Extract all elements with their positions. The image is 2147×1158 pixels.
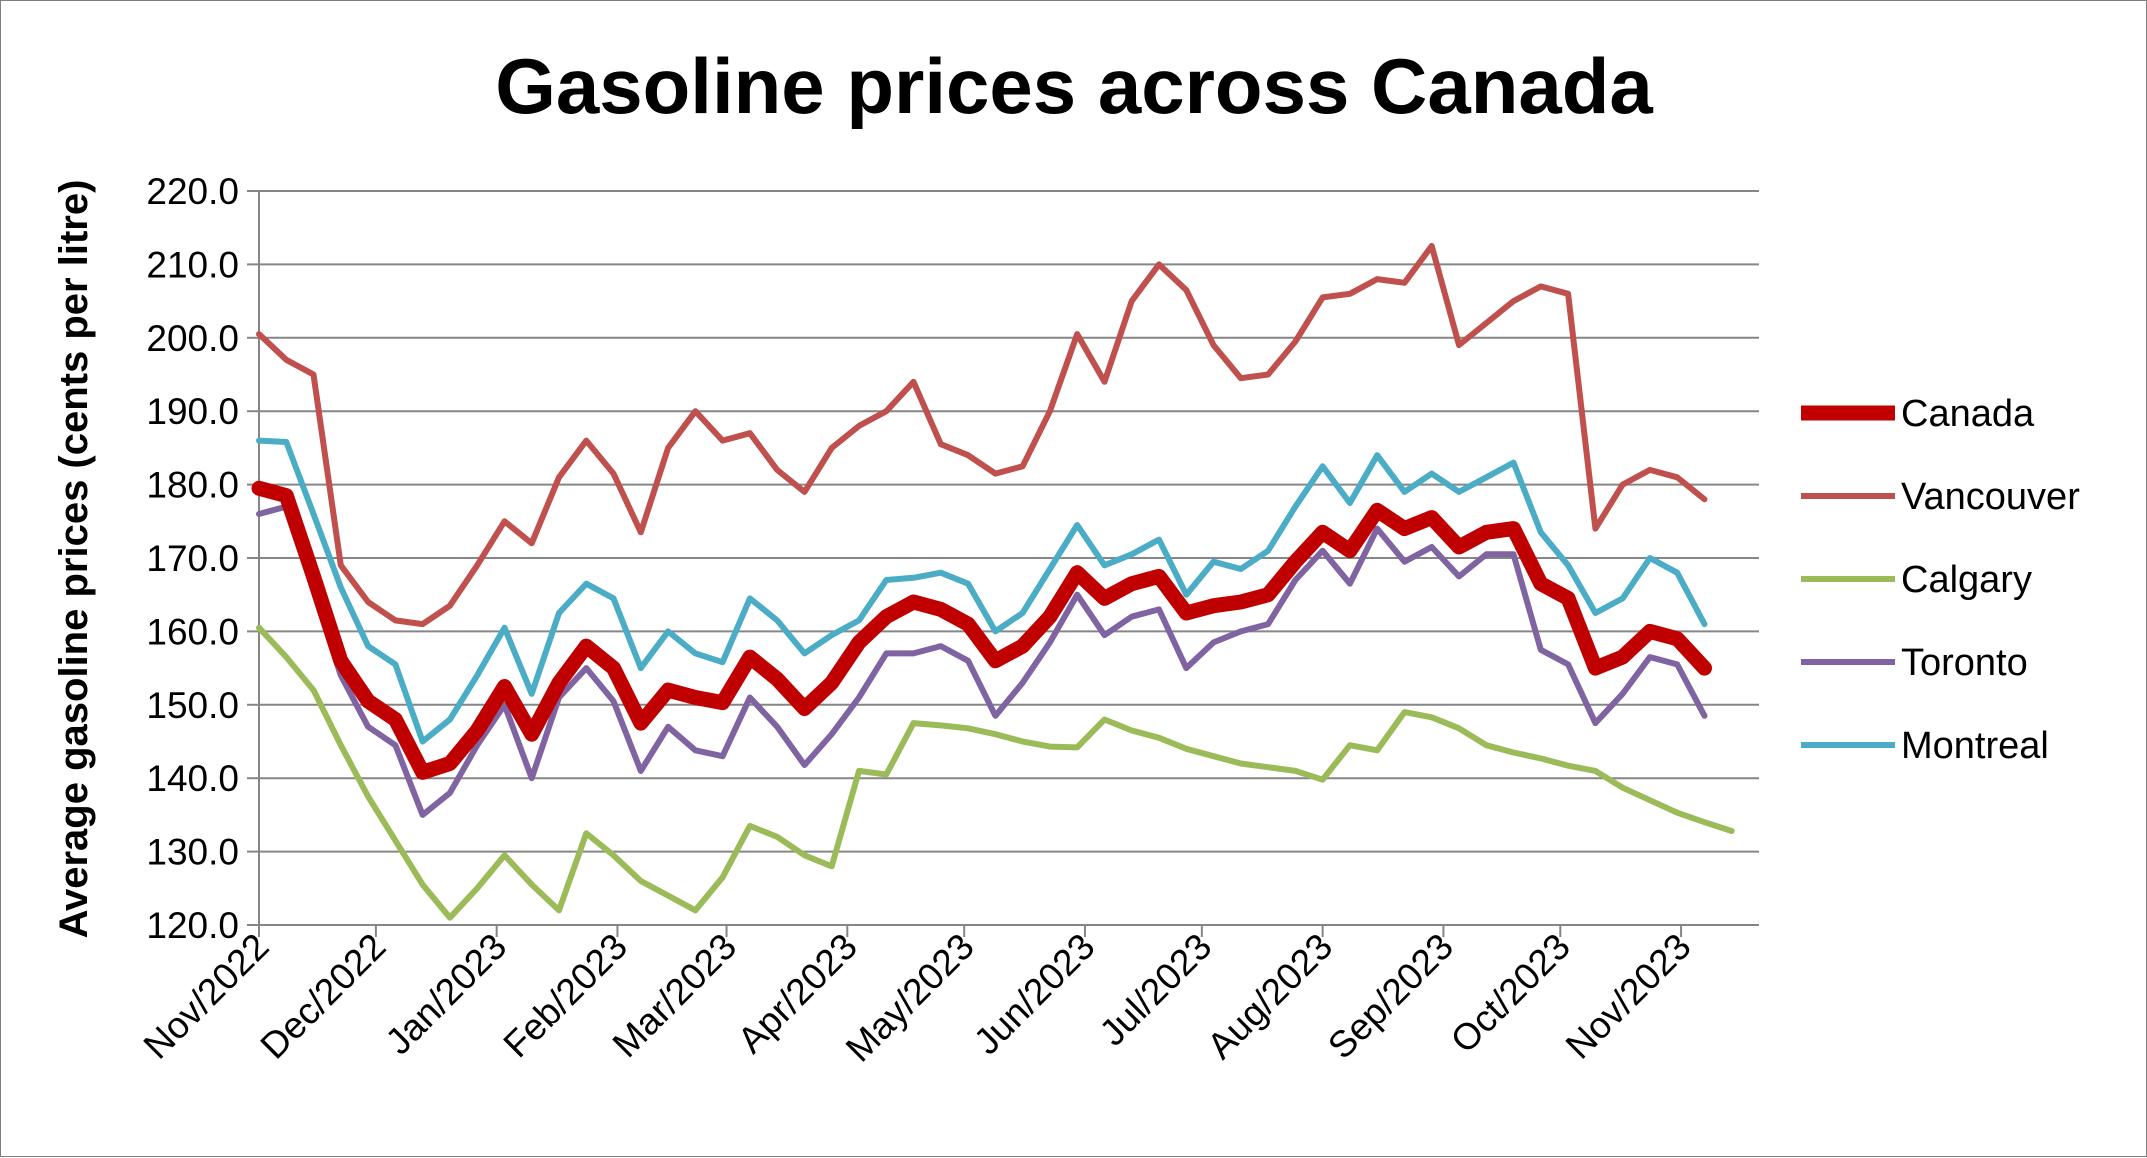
x-tick-label: Aug/2023 xyxy=(1199,926,1340,1067)
y-tick-label: 190.0 xyxy=(146,391,239,432)
x-tick-label: Jul/2023 xyxy=(1092,926,1220,1054)
y-tick-label: 140.0 xyxy=(146,758,239,799)
x-tick-label: May/2023 xyxy=(838,926,982,1070)
x-tick-label: Jun/2023 xyxy=(966,926,1103,1063)
y-tick-label: 150.0 xyxy=(146,685,239,726)
legend: Canada Vancouver Calgary Toronto Montreal xyxy=(1801,393,2080,767)
series-line-toronto xyxy=(256,503,1708,818)
series-line-calgary xyxy=(256,624,1735,921)
y-tick-label: 160.0 xyxy=(146,611,239,652)
x-tick-label: Jan/2023 xyxy=(378,926,515,1063)
y-tick-label: 120.0 xyxy=(146,905,239,946)
legend-label-calgary: Calgary xyxy=(1901,559,2032,601)
y-tick-label: 130.0 xyxy=(146,832,239,873)
x-tick-labels: Nov/2022Dec/2022Jan/2023Feb/2023Mar/2023… xyxy=(136,926,1699,1070)
x-tick-label: Sep/2023 xyxy=(1320,926,1461,1067)
chart-title: Gasoline prices across Canada xyxy=(495,42,1653,130)
y-tick-label: 170.0 xyxy=(146,538,239,579)
y-tick-label: 200.0 xyxy=(146,318,239,359)
x-tick-label: Oct/2023 xyxy=(1443,926,1578,1061)
x-tick-label: Nov/2023 xyxy=(1558,926,1699,1067)
y-tick-labels: 120.0 130.0 140.0 150.0 160.0 170.0 180.0 190.0… xyxy=(146,171,239,946)
gridlines xyxy=(247,190,1759,926)
y-tick-label: 210.0 xyxy=(146,244,239,285)
legend-label-montreal: Montreal xyxy=(1901,725,2049,767)
series-line-canada xyxy=(251,480,1712,780)
series-lines xyxy=(251,243,1735,921)
y-tick-label: 220.0 xyxy=(146,171,239,212)
legend-label-toronto: Toronto xyxy=(1901,642,2028,684)
legend-label-canada: Canada xyxy=(1901,393,2035,435)
axes xyxy=(258,191,1759,937)
x-tick-label: Dec/2022 xyxy=(253,926,394,1067)
series-line-montreal xyxy=(256,437,1708,745)
y-tick-label: 180.0 xyxy=(146,465,239,506)
series-line-vancouver xyxy=(256,243,1708,628)
x-tick-label: Nov/2022 xyxy=(136,926,277,1067)
y-axis-label: Average gasoline prices (cents per litre… xyxy=(52,180,96,939)
legend-label-vancouver: Vancouver xyxy=(1901,476,2080,518)
